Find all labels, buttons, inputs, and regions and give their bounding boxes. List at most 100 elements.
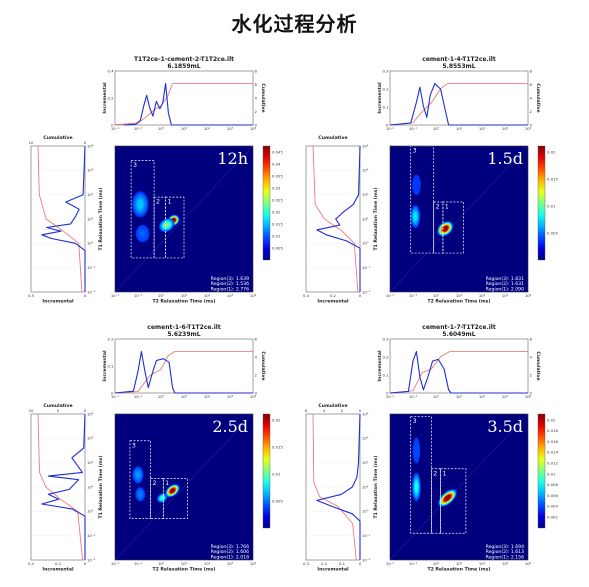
region-box-1 bbox=[162, 478, 188, 519]
region-box-label: 2 bbox=[436, 203, 440, 210]
heatmap-xlabel: T2 Relaxation Time (ms) bbox=[152, 567, 215, 573]
side-y-tick: 10² bbox=[362, 460, 369, 465]
side-bottom-tick: 0 bbox=[359, 293, 362, 298]
top-right-tick: 6 bbox=[530, 82, 533, 87]
top-x-tick: 10⁴ bbox=[525, 126, 532, 131]
top-ylabel-cumulative: Cumulative bbox=[260, 83, 266, 112]
top-left-tick: 0.2 bbox=[107, 95, 114, 100]
colorbar-tick: 0.025 bbox=[272, 197, 283, 202]
top-left-tick: 0 bbox=[111, 122, 114, 127]
top-plot-frame bbox=[114, 338, 254, 394]
region-box-1 bbox=[165, 196, 185, 259]
region-box-label: 3 bbox=[413, 148, 417, 155]
plot-file-title: cement-1-6-T1T2ce.ilt bbox=[147, 324, 221, 331]
heatmap-x-tick: 10⁴ bbox=[250, 561, 257, 566]
region-box-3 bbox=[410, 416, 432, 534]
top-x-tick: 10⁰ bbox=[158, 126, 165, 131]
heatmap-blob bbox=[136, 471, 140, 478]
diagonal-line bbox=[115, 414, 253, 560]
region-box-label: 3 bbox=[132, 442, 136, 449]
top-x-tick: 10² bbox=[479, 394, 486, 399]
colorbar-tick: 0.005 bbox=[547, 230, 558, 235]
side-y-tick: 10⁻¹ bbox=[362, 265, 371, 270]
top-plot-frame bbox=[114, 70, 254, 126]
region-value: Region(2): 1.613 bbox=[486, 549, 524, 555]
top-right-tick: 0 bbox=[530, 390, 533, 395]
region-box-label: 1 bbox=[445, 203, 449, 210]
side-projection-plot: 0.3 0.2 0.1 0 6 4 2 0 Incremental Cumulative 10⁴ 10… bbox=[303, 403, 371, 573]
top-x-tick: 10¹ bbox=[456, 126, 463, 131]
top-x-tick: 10⁻² bbox=[111, 126, 120, 131]
region-value: Region(2): 1.631 bbox=[486, 281, 524, 287]
heatmap-x-tick: 10⁻² bbox=[386, 561, 395, 566]
side-top-tick: 6 bbox=[305, 408, 308, 413]
side-y-tick: 10⁻² bbox=[362, 289, 371, 294]
top-ylabel-cumulative: Cumulative bbox=[260, 351, 266, 380]
plot-file-title: cement-1-4-T1T2ce.ilt bbox=[422, 56, 496, 63]
side-bottom-tick: 0.2 bbox=[321, 561, 328, 566]
heatmap-x-tick: 10² bbox=[204, 561, 211, 566]
top-x-tick: 10¹ bbox=[181, 394, 188, 399]
top-x-tick: 10⁻¹ bbox=[134, 394, 143, 399]
heatmap-x-tick: 10² bbox=[479, 293, 486, 298]
region-box-1 bbox=[440, 468, 467, 534]
heatmap-x-tick: 10⁻¹ bbox=[134, 293, 143, 298]
heatmap-x-tick: 10³ bbox=[502, 293, 509, 298]
colorbar-tick: 0.006 bbox=[547, 493, 558, 498]
top-ylabel-cumulative: Cumulative bbox=[535, 83, 541, 112]
side-y-tick: 10² bbox=[87, 460, 94, 465]
colorbar-gradient bbox=[262, 413, 271, 529]
colorbar-tick: 0.015 bbox=[272, 221, 283, 226]
top-ylabel-incremental: Incremental bbox=[377, 350, 383, 382]
top-ylabel-incremental: Incremental bbox=[377, 82, 383, 114]
side-bottom-tick: 0.1 bbox=[339, 561, 346, 566]
incremental-line bbox=[389, 350, 528, 394]
top-right-tick: 4 bbox=[530, 95, 533, 100]
top-x-tick: 10³ bbox=[227, 394, 234, 399]
top-right-tick: 6 bbox=[255, 336, 258, 341]
heatmap-blob bbox=[163, 222, 170, 228]
side-bottom-tick: 0.4 bbox=[28, 561, 35, 566]
heatmap-x-tick: 10⁰ bbox=[158, 561, 165, 566]
region-value: Region(3): 1.831 bbox=[486, 276, 524, 282]
side-xlabel-incremental: Incremental bbox=[317, 567, 349, 573]
heatmap-blob bbox=[444, 494, 451, 502]
heatmap-blob bbox=[415, 445, 418, 456]
colorbar-tick: 0.008 bbox=[547, 482, 558, 487]
heatmap-x-tick: 10⁻² bbox=[386, 293, 395, 298]
top-ylabel-incremental: Incremental bbox=[102, 350, 108, 382]
region-box-2 bbox=[431, 468, 441, 534]
cumulative-line bbox=[114, 351, 253, 394]
region-box-1 bbox=[442, 201, 464, 254]
colorbar-tick: 0.03 bbox=[272, 185, 281, 190]
side-incremental-line bbox=[316, 145, 361, 292]
side-bottom-tick: 0 bbox=[84, 293, 87, 298]
cumulative-line bbox=[114, 83, 253, 126]
side-y-tick: 10¹ bbox=[87, 216, 94, 221]
heatmap-x-tick: 10¹ bbox=[456, 293, 463, 298]
colorbar-tick: 0.014 bbox=[547, 450, 558, 455]
top-x-tick: 10⁻² bbox=[111, 394, 120, 399]
side-cumulative-line bbox=[312, 413, 357, 561]
side-xlabel-cumulative: Cumulative bbox=[318, 135, 347, 141]
side-bottom-tick: 0.3 bbox=[303, 561, 310, 566]
heatmap-blob bbox=[442, 226, 449, 232]
region-box-2 bbox=[433, 201, 444, 254]
heatmap-frame bbox=[114, 145, 254, 293]
plot-volume: 5.6049mL bbox=[442, 331, 475, 338]
side-y-tick: 10⁴ bbox=[362, 143, 369, 148]
heatmap-frame bbox=[114, 413, 254, 561]
region-value: Region(3): 1.766 bbox=[211, 544, 249, 550]
top-x-tick: 10⁰ bbox=[433, 394, 440, 399]
heatmap-blobs bbox=[115, 414, 253, 560]
top-right-tick: 2 bbox=[530, 372, 533, 377]
diagonal-line bbox=[390, 414, 528, 560]
heatmap-x-tick: 10³ bbox=[502, 561, 509, 566]
side-y-tick: 10³ bbox=[87, 168, 94, 173]
colorbar-tick: 0.01 bbox=[272, 233, 281, 238]
